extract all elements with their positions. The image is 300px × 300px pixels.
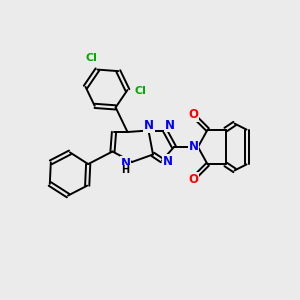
Text: O: O [188, 108, 198, 121]
Text: N: N [188, 140, 199, 154]
Text: N: N [120, 157, 130, 170]
Text: N: N [163, 155, 173, 168]
Text: N: N [144, 119, 154, 132]
Text: O: O [188, 173, 198, 186]
Text: Cl: Cl [86, 53, 98, 63]
Text: Cl: Cl [134, 86, 146, 96]
Text: N: N [164, 118, 175, 132]
Text: H: H [121, 165, 130, 176]
